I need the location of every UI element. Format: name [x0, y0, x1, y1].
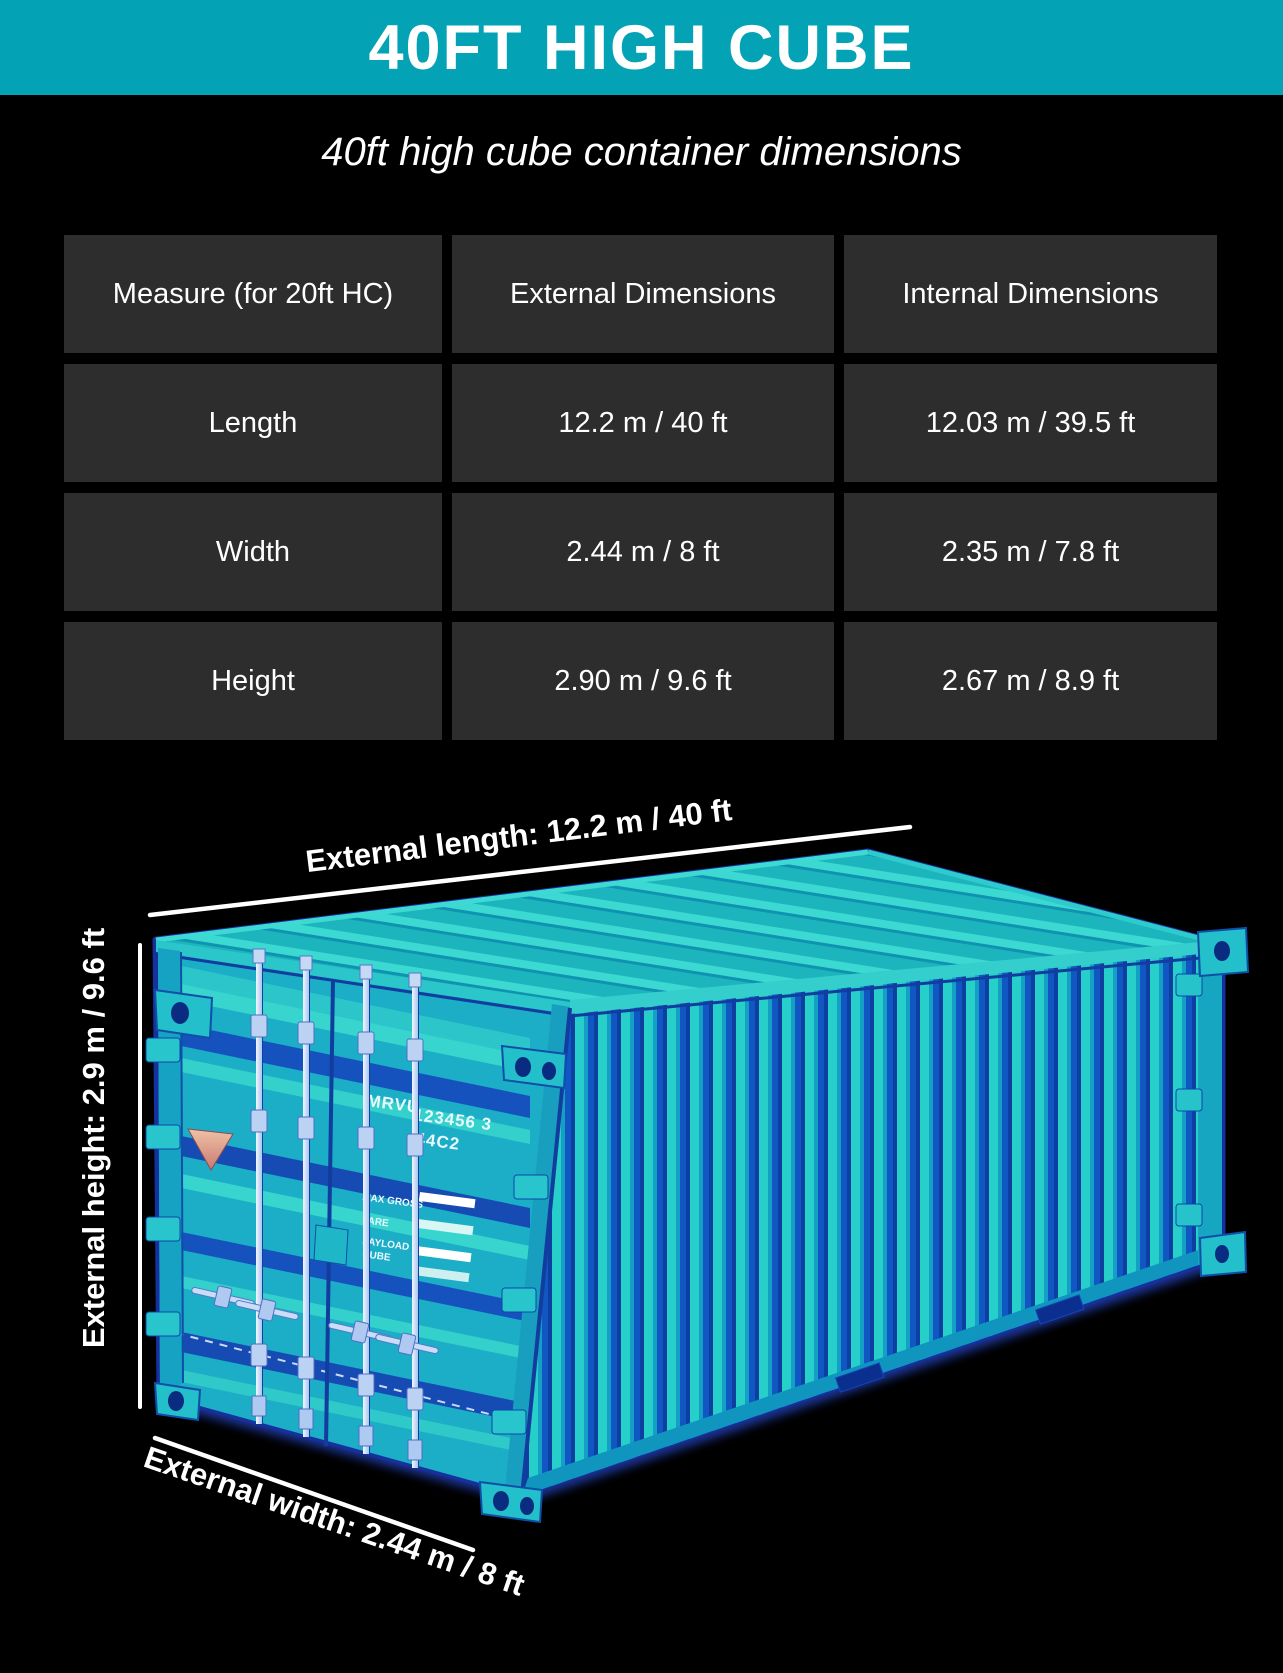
- lock-rod: [250, 948, 268, 1424]
- back-corner-post: [1198, 950, 1222, 1265]
- corner-casting: [153, 988, 214, 1040]
- post-lug: [491, 1409, 527, 1435]
- column-header-external: External Dimensions: [452, 235, 834, 353]
- page-subtitle: 40ft high cube container dimensions: [321, 130, 962, 174]
- door-lock-rods: [250, 948, 424, 1468]
- lock-rod: [297, 955, 315, 1437]
- post-lug: [145, 1037, 181, 1063]
- column-header-internal: Internal Dimensions: [844, 235, 1217, 353]
- door-handle: [235, 1298, 299, 1322]
- corner-casting: [1196, 926, 1250, 978]
- table-cell-height-internal: 2.67 m / 8.9 ft: [844, 622, 1217, 740]
- container-side-panel: [522, 940, 1223, 1496]
- table-cell-width-internal: 2.35 m / 7.8 ft: [844, 493, 1217, 611]
- container-illustration: MRVU 123456 3 44C2 MAX GROSS TARE PAYLOA…: [76, 792, 1250, 1603]
- corner-casting: [478, 1480, 544, 1524]
- forklift-pocket: [835, 1362, 885, 1393]
- corner-casting: [1198, 1230, 1248, 1278]
- header-banner: 40FT HIGH CUBE: [0, 0, 1283, 95]
- post-lug: [1175, 1088, 1203, 1112]
- door-handle: [375, 1332, 439, 1356]
- table-cell-length-external: 12.2 m / 40 ft: [452, 364, 834, 482]
- container-diagram: MRVU 123456 3 44C2 MAX GROSS TARE PAYLOA…: [0, 780, 1283, 1668]
- corner-casting: [153, 1381, 202, 1422]
- table-cell-width-measure: Width: [64, 493, 442, 611]
- table-cell-height-measure: Height: [64, 622, 442, 740]
- table-cell-length-internal: 12.03 m / 39.5 ft: [844, 364, 1217, 482]
- right-corner-post: [505, 1004, 570, 1496]
- post-lug: [513, 1174, 549, 1200]
- post-lug: [1175, 973, 1203, 997]
- dimensions-table: Measure (for 20ft HC) External Dimension…: [64, 235, 1217, 740]
- door-paint-streaks: [162, 962, 530, 1454]
- width-dimension-line: [152, 1435, 476, 1553]
- post-lug: [145, 1311, 181, 1337]
- length-dimension-label: External length: 12.2 m / 40 ft: [304, 792, 734, 879]
- column-header-measure: Measure (for 20ft HC): [64, 235, 442, 353]
- page-title: 40FT HIGH CUBE: [368, 12, 915, 83]
- forklift-pocket: [1035, 1294, 1085, 1325]
- warning-triangle-icon: [187, 1128, 234, 1171]
- door-gap: [324, 979, 335, 1447]
- post-lug: [501, 1287, 537, 1313]
- lock-rod: [357, 964, 375, 1454]
- table-cell-length-measure: Length: [64, 364, 442, 482]
- post-lug: [145, 1124, 181, 1150]
- height-dimension-label: External height: 2.9 m / 9.6 ft: [76, 928, 111, 1348]
- csc-dashed-line: [175, 1332, 513, 1421]
- post-lug: [1175, 1203, 1203, 1227]
- table-cell-width-external: 2.44 m / 8 ft: [452, 493, 834, 611]
- lock-rod: [406, 972, 424, 1468]
- spec-value-bars: [412, 1192, 476, 1283]
- corner-castings: [153, 926, 1250, 1524]
- door-handles: [191, 1285, 439, 1356]
- door-lock-plate: [313, 1224, 349, 1266]
- post-lug: [145, 1216, 181, 1242]
- length-dimension-line: [147, 824, 913, 918]
- table-cell-height-external: 2.90 m / 9.6 ft: [452, 622, 834, 740]
- corner-casting: [500, 1044, 568, 1090]
- container-front-doors: MRVU 123456 3 44C2 MAX GROSS TARE PAYLOA…: [145, 940, 572, 1497]
